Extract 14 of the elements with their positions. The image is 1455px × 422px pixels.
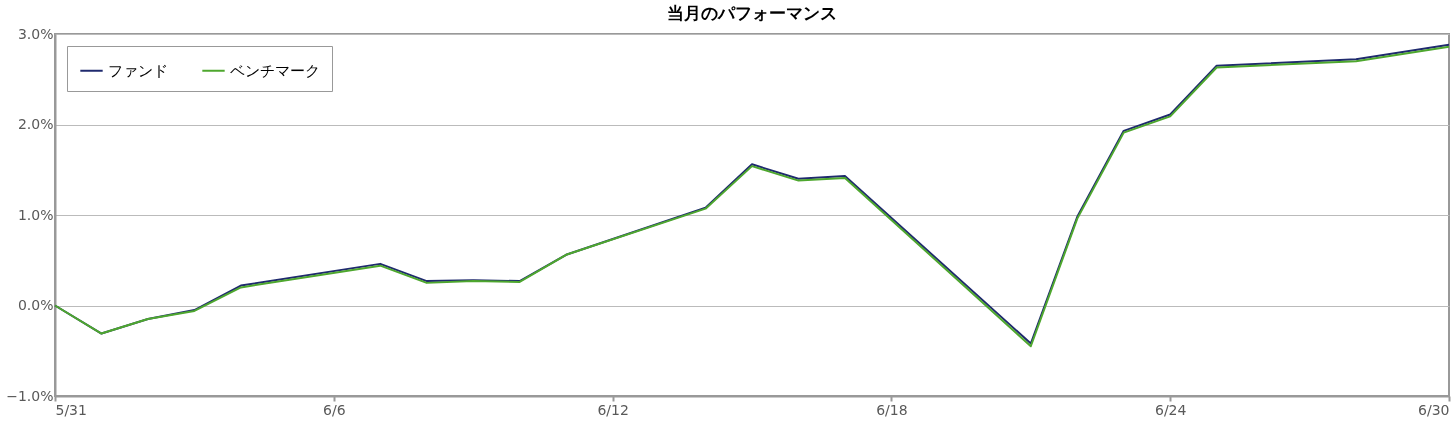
y-tick-label: 1.0% — [17, 206, 54, 223]
x-tick-label: 6/12 — [597, 401, 629, 418]
x-tick-label: 6/6 — [323, 401, 346, 418]
x-tick-label: 6/30 — [1418, 401, 1450, 418]
legend-label: ベンチマーク — [230, 61, 320, 80]
chart-title: 当月のパフォーマンス — [667, 3, 837, 23]
x-tick-label: 6/18 — [876, 401, 908, 418]
x-tick-label: 5/31 — [55, 401, 87, 418]
y-tick-label: 3.0% — [17, 25, 54, 42]
y-tick-label: 0.0% — [17, 297, 54, 313]
y-tick-label: 2.0% — [17, 116, 54, 132]
legend-label: ファンド — [108, 61, 168, 80]
x-tick-label: 6/24 — [1154, 401, 1187, 418]
y-tick-label: −1.0% — [6, 387, 54, 404]
